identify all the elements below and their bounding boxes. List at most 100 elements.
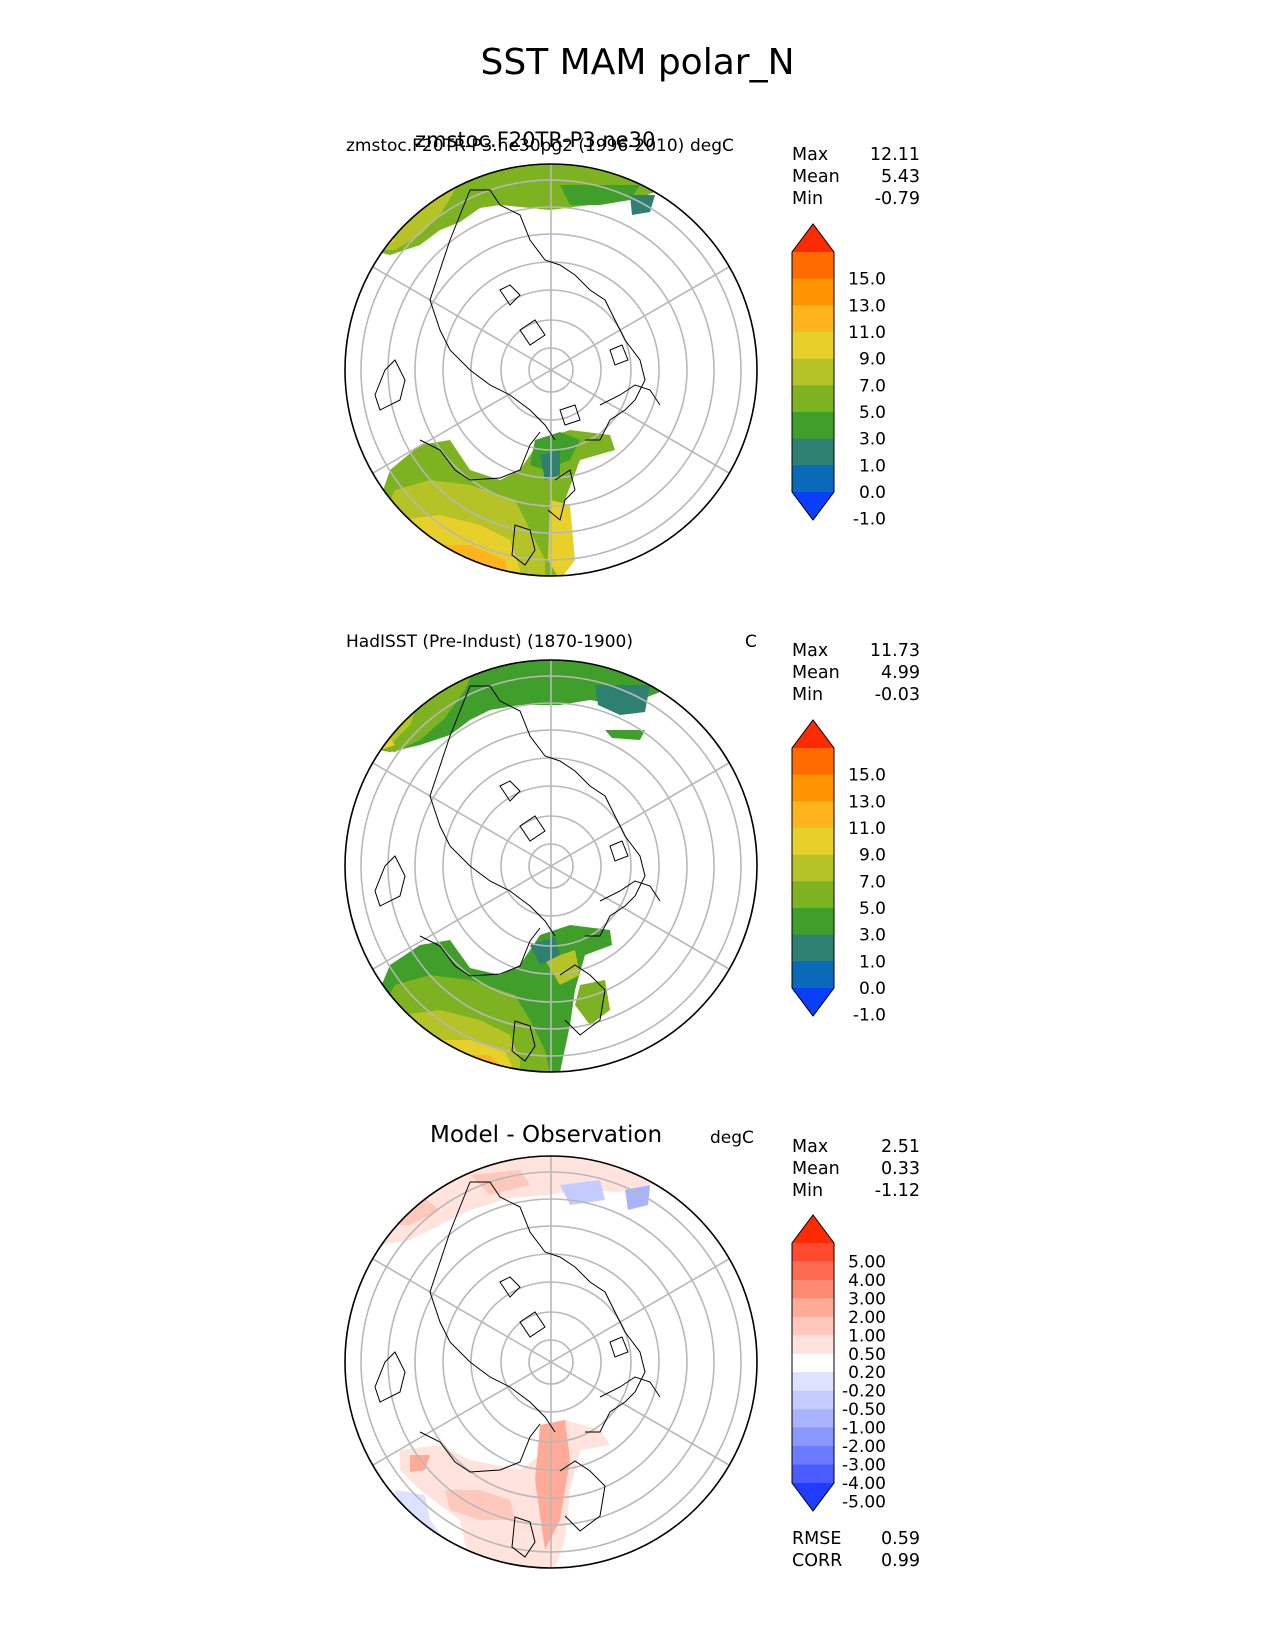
colorbar-1-swatch: [792, 465, 834, 493]
map-panel-2: [344, 659, 758, 1073]
colorbar-1-tick-label: 0.0: [859, 483, 886, 503]
panel-2-units: C: [745, 632, 757, 652]
colorbar-1-swatch: [792, 278, 834, 306]
colorbar-2-swatch: [792, 801, 834, 829]
colorbar-2-extend-min: [792, 988, 834, 1016]
colorbar-3-tick-label: -4.00: [842, 1474, 886, 1494]
panel-2-title: HadISST (Pre-Indust) (1870-1900): [346, 632, 634, 652]
colorbar-3-extend-min: [792, 1483, 834, 1511]
colorbar-1-outline: [791, 223, 835, 521]
colorbar-2-swatch: [792, 934, 834, 962]
colorbar-1-tick-label: -1.0: [853, 510, 886, 530]
colorbar-1-tick-label: 3.0: [859, 430, 886, 450]
stat-max: Max 11.73: [792, 641, 920, 661]
metric-corr: CORR 0.99: [792, 1551, 920, 1571]
colorbar-3-swatch: [792, 1316, 834, 1336]
stat-min: Min -0.79: [792, 189, 920, 209]
colorbar-1-extend-min: [792, 492, 834, 520]
panel-3-metrics: RMSE 0.59 CORR 0.99: [792, 1528, 920, 1572]
colorbar-1-extend-max: [792, 224, 834, 252]
colorbar-3-swatch: [792, 1446, 834, 1466]
colorbar-3-swatch: [792, 1353, 834, 1373]
colorbar-3-tick-label: 2.00: [848, 1308, 886, 1328]
colorbar-3-tick-label: 1.00: [848, 1326, 886, 1346]
colorbar-2-tick-label: 13.0: [848, 792, 886, 812]
colorbar-3-swatch: [792, 1427, 834, 1447]
colorbar-2-outline: [791, 719, 835, 1017]
colorbar-2-tick-label: 1.0: [859, 952, 886, 972]
panel-1-stats: Max 12.11 Mean 5.43 Min -0.79: [792, 144, 920, 210]
colorbar-2-swatch: [792, 908, 834, 936]
colorbar-3-tick-label: -2.00: [842, 1437, 886, 1457]
panel-2-stats: Max 11.73 Mean 4.99 Min -0.03: [792, 640, 920, 706]
colorbar-1-swatch: [792, 252, 834, 280]
colorbar-1-tick-label: 9.0: [859, 350, 886, 370]
panel-3-title: Model - Observation: [430, 1122, 663, 1148]
stat-mean: Mean 0.33: [792, 1159, 920, 1179]
colorbar-3-outline: [791, 1214, 835, 1512]
colorbar-3-swatch: [792, 1409, 834, 1429]
colorbar-2-extend-max: [792, 720, 834, 748]
colorbar-1-tick-label: 7.0: [859, 376, 886, 396]
colorbar-2-swatch: [792, 828, 834, 856]
colorbar-2-swatch: [792, 774, 834, 802]
colorbar-3-swatch: [792, 1372, 834, 1392]
panel-3-units: degC: [710, 1128, 754, 1148]
colorbar-1-swatch: [792, 412, 834, 440]
colorbar-1-swatch: [792, 438, 834, 466]
colorbar-3-swatch: [792, 1279, 834, 1299]
stat-max: Max 2.51: [792, 1137, 920, 1157]
colorbar-1-tick-label: 15.0: [848, 270, 886, 290]
colorbar-3-tick-label: -3.00: [842, 1456, 886, 1476]
colorbar-3-tick-label: 0.20: [848, 1363, 886, 1383]
colorbar-3-tick-label: 0.50: [848, 1345, 886, 1365]
colorbar-2-swatch: [792, 961, 834, 989]
colorbar-panel-1: 15.0 13.0 11.0 9.0 7.0 5.0 3.0 1.0 0.0 -1.0: [791, 223, 886, 530]
colorbar-3-tick-label: -0.50: [842, 1400, 886, 1420]
metric-rmse: RMSE 0.59: [792, 1529, 920, 1549]
map-panel-1: [344, 163, 758, 577]
colorbar-3-tick-label: 4.00: [848, 1271, 886, 1291]
colorbar-2-tick-label: 11.0: [848, 819, 886, 839]
colorbar-3-tick-label: 5.00: [848, 1252, 886, 1272]
colorbar-panel-3: 5.004.003.002.001.000.500.20-0.20-0.50-1…: [791, 1214, 886, 1512]
colorbar-3-swatch: [792, 1261, 834, 1281]
panel-1-title-overlap: zmstoc.F20TR-P3.ne30: [415, 128, 656, 152]
stat-max: Max 12.11: [792, 145, 920, 165]
colorbar-2-tick-label: 5.0: [859, 899, 886, 919]
stat-mean: Mean 5.43: [792, 167, 920, 187]
colorbar-2-tick-label: 0.0: [859, 979, 886, 999]
colorbar-2-swatch: [792, 854, 834, 882]
colorbar-3-swatch: [792, 1390, 834, 1410]
colorbar-3-extend-max: [792, 1215, 834, 1243]
stat-mean: Mean 4.99: [792, 663, 920, 683]
colorbar-3-swatch: [792, 1243, 834, 1262]
colorbar-1-tick-label: 1.0: [859, 456, 886, 476]
figure-title: SST MAM polar_N: [480, 42, 795, 83]
stat-min: Min -1.12: [792, 1181, 920, 1201]
colorbar-2-swatch: [792, 748, 834, 776]
panel-1-title: zmstoc.F20TR-P3.ne30pg2 (1996-2010): [346, 136, 685, 156]
colorbar-2-tick-label: 3.0: [859, 926, 886, 946]
colorbar-3-tick-label: -5.00: [842, 1492, 886, 1512]
panel-1-units: degC: [690, 136, 734, 156]
colorbar-1-tick-label: 13.0: [848, 296, 886, 316]
colorbar-2-tick-label: 7.0: [859, 872, 886, 892]
colorbar-3-swatch: [792, 1335, 834, 1355]
colorbar-2-tick-label: -1.0: [853, 1006, 886, 1026]
colorbar-2-swatch: [792, 881, 834, 909]
colorbar-3-swatch: [792, 1464, 834, 1484]
colorbar-3-swatch: [792, 1298, 834, 1318]
colorbar-1-swatch: [792, 358, 834, 386]
colorbar-1-swatch: [792, 332, 834, 360]
colorbar-panel-2: 15.0 13.0 11.0 9.0 7.0 5.0 3.0 1.0 0.0 -1.0: [791, 719, 886, 1026]
map-panel-3: [344, 1155, 758, 1569]
colorbar-1-tick-label: 11.0: [848, 323, 886, 343]
colorbar-3-tick-label: 3.00: [848, 1289, 886, 1309]
colorbar-2-tick-label: 9.0: [859, 846, 886, 866]
colorbar-1-swatch: [792, 385, 834, 413]
colorbar-1-tick-label: 5.0: [859, 403, 886, 423]
panel-3-stats: Max 2.51 Mean 0.33 Min -1.12: [792, 1136, 920, 1202]
colorbar-3-tick-label: -1.00: [842, 1419, 886, 1439]
